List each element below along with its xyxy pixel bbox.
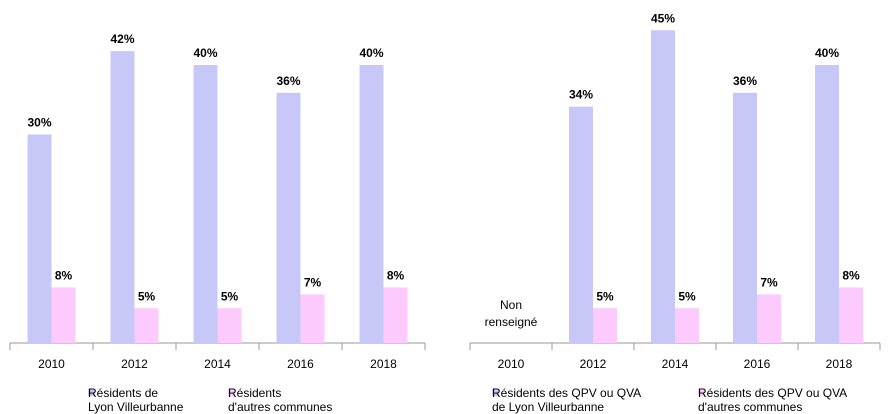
bar xyxy=(193,65,218,343)
x-tick-label: 2014 xyxy=(204,357,231,371)
legend-swatch xyxy=(698,389,705,396)
bar xyxy=(27,134,52,343)
bar xyxy=(383,287,408,343)
value-label: 5% xyxy=(678,289,696,303)
value-label: 5% xyxy=(221,289,239,303)
x-tick-label: 2018 xyxy=(370,357,397,371)
bar xyxy=(51,287,76,343)
legend-label: Résidents de Lyon Villeurbanne xyxy=(88,386,184,414)
x-tick-label: 2016 xyxy=(744,357,771,371)
value-label: 45% xyxy=(651,11,675,25)
value-label: 36% xyxy=(276,74,300,88)
value-label: 30% xyxy=(27,116,51,130)
value-label: 5% xyxy=(596,289,614,303)
legend-label: Résidents des QPV ou QVA de Lyon Villeur… xyxy=(492,386,642,414)
x-tick-label: 2018 xyxy=(826,357,853,371)
x-tick-label: 2012 xyxy=(121,357,148,371)
value-label: 40% xyxy=(815,46,839,60)
x-tick-label: 2016 xyxy=(287,357,314,371)
annotation: Non renseigné xyxy=(484,298,538,329)
bar xyxy=(134,308,159,343)
bar xyxy=(839,287,863,343)
value-label: 42% xyxy=(110,32,134,46)
bar xyxy=(651,30,675,343)
bar xyxy=(757,294,781,343)
bar xyxy=(276,92,301,343)
bar xyxy=(110,51,135,343)
value-label: 8% xyxy=(387,268,405,282)
x-tick-label: 2014 xyxy=(662,357,689,371)
x-tick-label: 2012 xyxy=(580,357,607,371)
bar xyxy=(300,294,325,343)
bar xyxy=(815,65,839,343)
x-tick-label: 2010 xyxy=(38,357,65,371)
value-label: 40% xyxy=(359,46,383,60)
legend-swatch xyxy=(88,389,95,396)
value-label: 7% xyxy=(760,275,778,289)
value-label: 40% xyxy=(193,46,217,60)
bar xyxy=(733,92,757,343)
x-tick-label: 2010 xyxy=(498,357,525,371)
legend-swatch xyxy=(228,389,235,396)
value-label: 5% xyxy=(138,289,156,303)
bar xyxy=(359,65,384,343)
bar xyxy=(593,308,617,343)
bar xyxy=(217,308,242,343)
bar xyxy=(675,308,699,343)
bar xyxy=(569,106,593,343)
value-label: 7% xyxy=(304,275,322,289)
legend-label: Résidents d'autres communes xyxy=(228,386,333,414)
value-label: 8% xyxy=(55,268,73,282)
value-label: 36% xyxy=(733,74,757,88)
value-label: 34% xyxy=(569,88,593,102)
value-label: 8% xyxy=(842,268,860,282)
legend-label: Résidents des QPV ou QVA d'autres commun… xyxy=(698,386,848,414)
legend-swatch xyxy=(492,389,499,396)
